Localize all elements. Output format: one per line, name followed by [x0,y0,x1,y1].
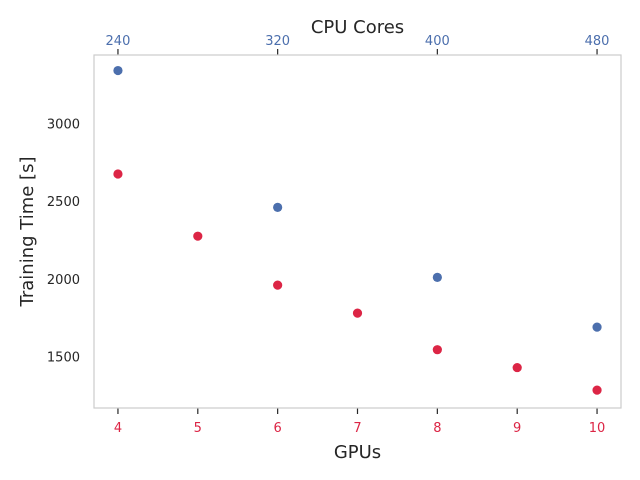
top-tick-label: 320 [265,34,290,49]
x-tick-label: 6 [274,421,282,436]
gpu-data-point [592,385,602,395]
gpu-data-point [273,280,283,290]
top-tick-label: 400 [425,34,450,49]
y-tick-label: 1500 [47,351,80,366]
x-axis-title: GPUs [334,442,381,463]
gpu-data-point [193,231,203,241]
top-tick-label: 480 [585,34,610,49]
cpu-data-point [113,65,123,76]
top-axis-title: CPU Cores [311,17,404,38]
cpu-data-point [592,322,602,332]
y-tick-label: 2500 [47,195,80,210]
gpu-data-point [512,362,522,373]
x-tick-label: 9 [513,421,521,436]
x-tick-label: 5 [194,421,202,436]
gpu-data-point [113,169,123,179]
y-tick-label: 3000 [47,117,80,132]
x-tick-label: 8 [433,421,441,436]
y-axis-title: Training Time [s] [17,157,38,308]
tick-marks: 4 5 6 7 8 9 10 240 320 400 480 1500 2000 2500 3000 [47,34,610,436]
y-tick-label: 2000 [47,273,80,288]
top-tick-label: 240 [106,34,131,49]
gpu-data-point [432,345,442,355]
x-tick-label: 4 [114,421,122,436]
x-tick-label: 10 [589,421,606,436]
cpu-data-point [432,272,442,282]
data-points [113,65,602,395]
cpu-data-point [273,202,283,212]
plot-frame [93,54,622,409]
x-tick-label: 7 [353,421,361,436]
gpu-data-point [352,308,363,318]
